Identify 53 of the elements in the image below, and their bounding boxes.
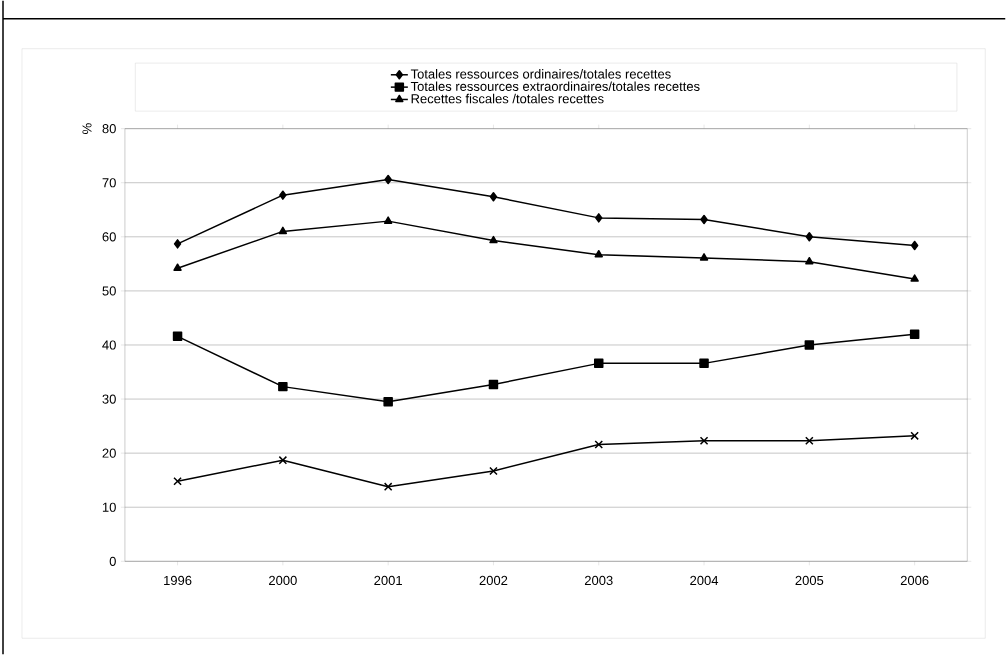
- point: [699, 358, 709, 369]
- point: [699, 436, 709, 445]
- y-tick-label: 40: [102, 340, 116, 350]
- point: [805, 256, 814, 265]
- point: [278, 455, 288, 465]
- y-tick-label: 70: [102, 178, 116, 188]
- point: [594, 249, 603, 258]
- legend-label: Totales ressources extraordinaires/totales recettes: [410, 81, 700, 91]
- point: [910, 431, 919, 441]
- point: [700, 214, 708, 225]
- point: [173, 263, 182, 271]
- point: [910, 274, 919, 282]
- point: [805, 436, 814, 445]
- point: [699, 253, 709, 261]
- point: [910, 240, 919, 251]
- point: [595, 213, 603, 223]
- point: [383, 482, 393, 491]
- x-tick-label: 2002: [479, 575, 508, 586]
- point: [489, 235, 498, 244]
- point: [489, 466, 498, 476]
- x-tick-label: 2001: [374, 575, 402, 586]
- point: [594, 358, 604, 369]
- point: [383, 216, 393, 224]
- point: [172, 331, 183, 342]
- x-tick-label: 1996: [164, 575, 192, 586]
- point: [173, 476, 182, 486]
- point: [489, 192, 498, 202]
- y-axis-title: %: [82, 123, 92, 134]
- x-tick-label: 2003: [584, 575, 613, 586]
- point: [805, 232, 814, 242]
- point: [909, 329, 920, 339]
- y-tick-label: 0: [109, 556, 116, 566]
- point: [278, 381, 288, 392]
- x-tick-label: 2006: [900, 575, 929, 586]
- point: [173, 239, 182, 249]
- point: [383, 397, 393, 407]
- x-tick-label: 2004: [690, 575, 719, 586]
- legend-label: Totales ressources ordinaires/totales recettes: [410, 69, 671, 79]
- point: [279, 190, 287, 200]
- y-tick-label: 80: [102, 124, 116, 134]
- x-tick-label: 2000: [269, 575, 297, 586]
- point: [384, 174, 392, 185]
- y-tick-label: 60: [102, 232, 116, 242]
- y-tick-label: 50: [102, 286, 116, 296]
- point: [594, 440, 604, 449]
- point: [804, 340, 815, 350]
- point: [488, 379, 499, 390]
- y-tick-label: 30: [102, 394, 116, 404]
- x-tick-label: 2005: [795, 575, 824, 586]
- y-tick-label: 20: [102, 448, 116, 458]
- legend-label: Recettes fiscales /totales recettes: [411, 93, 604, 104]
- point: [278, 226, 288, 235]
- y-tick-label: 10: [102, 502, 116, 512]
